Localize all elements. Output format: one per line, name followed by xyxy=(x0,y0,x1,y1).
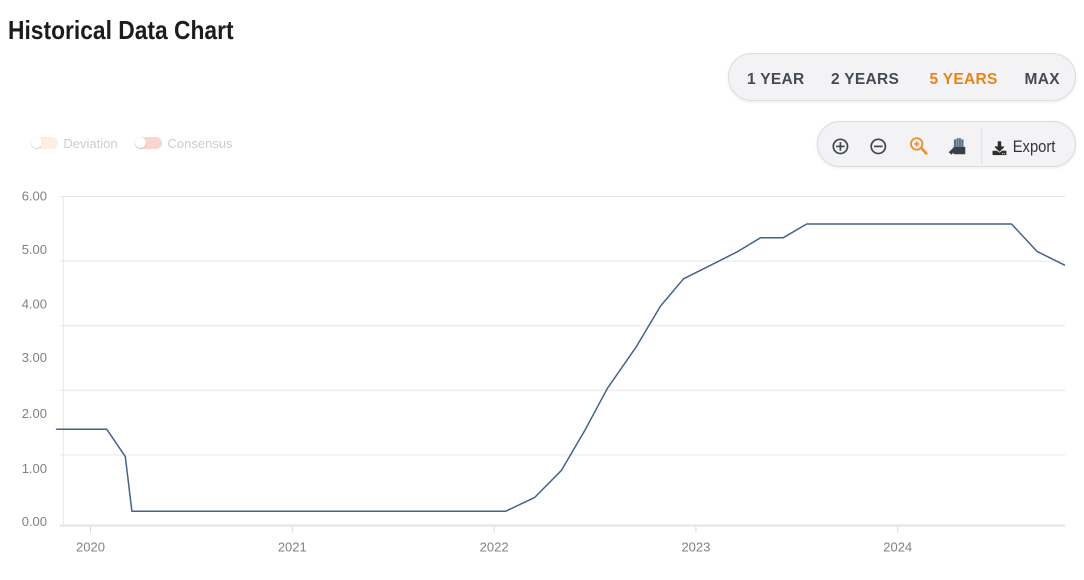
svg-text:1.00: 1.00 xyxy=(22,461,47,476)
svg-text:6.00: 6.00 xyxy=(22,188,47,203)
svg-text:5.00: 5.00 xyxy=(22,242,47,257)
svg-text:2022: 2022 xyxy=(480,540,509,555)
svg-text:2024: 2024 xyxy=(883,540,912,555)
svg-text:4.00: 4.00 xyxy=(22,296,47,311)
svg-text:2.00: 2.00 xyxy=(22,406,47,421)
svg-text:0.00: 0.00 xyxy=(22,514,47,529)
svg-text:2020: 2020 xyxy=(76,540,105,555)
svg-text:3.00: 3.00 xyxy=(22,350,47,365)
svg-text:Export: Export xyxy=(1012,138,1055,156)
svg-text:2021: 2021 xyxy=(278,540,307,555)
svg-text:2023: 2023 xyxy=(681,540,710,555)
